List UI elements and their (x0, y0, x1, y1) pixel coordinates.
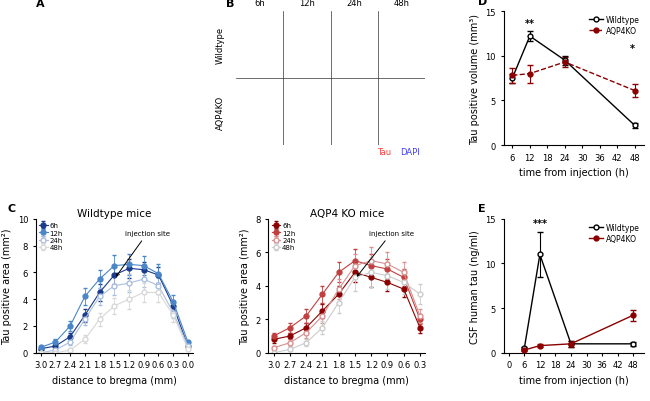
Text: injection site: injection site (358, 230, 414, 276)
Y-axis label: Tau positive area (mm²): Tau positive area (mm²) (240, 228, 250, 344)
Text: Tau: Tau (376, 148, 391, 157)
Text: AQP4KO: AQP4KO (216, 95, 225, 130)
Text: 6h: 6h (254, 0, 265, 8)
Text: **: ** (525, 19, 535, 29)
X-axis label: time from injection (h): time from injection (h) (519, 168, 629, 178)
Legend: Wildtype, AQP4KO: Wildtype, AQP4KO (589, 16, 640, 36)
Text: 48h: 48h (394, 0, 410, 8)
Y-axis label: Tau positive volume (mm³): Tau positive volume (mm³) (470, 14, 480, 144)
Text: injection site: injection site (116, 230, 170, 276)
Legend: Wildtype, AQP4KO: Wildtype, AQP4KO (589, 223, 640, 243)
Text: A: A (36, 0, 44, 9)
Y-axis label: CSF human tau (ng/ml): CSF human tau (ng/ml) (470, 229, 480, 343)
Text: ***: *** (532, 219, 547, 228)
Text: C: C (7, 204, 16, 214)
Text: E: E (478, 204, 486, 214)
Text: B: B (226, 0, 235, 9)
X-axis label: distance to bregma (mm): distance to bregma (mm) (285, 375, 410, 385)
Text: 12h: 12h (299, 0, 315, 8)
Text: DAPI: DAPI (400, 148, 420, 157)
Text: D: D (478, 0, 488, 7)
Title: Wildtype mice: Wildtype mice (77, 209, 151, 219)
Text: *: * (630, 44, 635, 54)
Legend: 6h, 12h, 24h, 48h: 6h, 12h, 24h, 48h (272, 223, 296, 251)
Text: Wildtype: Wildtype (216, 27, 225, 64)
Text: 24h: 24h (346, 0, 362, 8)
X-axis label: distance to bregma (mm): distance to bregma (mm) (52, 375, 177, 385)
X-axis label: time from injection (h): time from injection (h) (519, 375, 629, 385)
Y-axis label: Tau positive area (mm²): Tau positive area (mm²) (2, 228, 12, 344)
Legend: 6h, 12h, 24h, 48h: 6h, 12h, 24h, 48h (39, 223, 63, 251)
Title: AQP4 KO mice: AQP4 KO mice (309, 209, 384, 219)
